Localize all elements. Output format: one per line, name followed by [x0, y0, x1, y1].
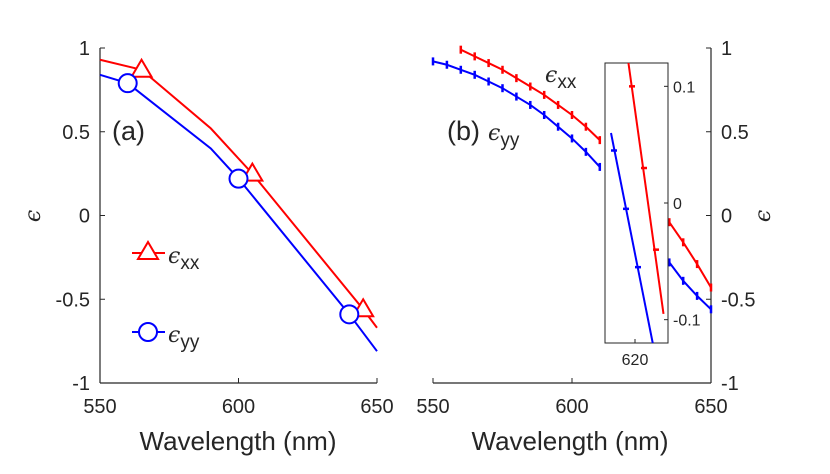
inset-series-line [610, 132, 654, 344]
legend-item-yy: ϵyy [132, 322, 200, 353]
panel-b-label: (b) [447, 116, 480, 146]
data-point-circle [339, 304, 360, 325]
legend-yy-circle-marker [138, 322, 158, 342]
panel-a-ytick-label: -1 [72, 373, 90, 395]
panel-b-annotation-yy: ϵyy [488, 121, 520, 151]
panel-b-inset: 620 0.1 0 -0.1 [604, 62, 701, 369]
panel-b-xlabel: Wavelength (nm) [472, 426, 669, 456]
panel-a-ytick-label: 1 [79, 38, 90, 60]
panel-b-plot-area [433, 48, 711, 383]
panel-b-ytick-label: -1 [721, 373, 739, 395]
panel-b-ylabel: ϵ [751, 210, 776, 222]
inset-frame [604, 62, 669, 344]
inset-ytick-label: 0.1 [673, 79, 695, 96]
panel-a-ytick-label: -0.5 [56, 289, 90, 311]
panel-a-ytick-label: 0 [79, 206, 90, 228]
panel-a: 550 600 650 1 0.5 0 -0.5 -1 (a) Wavelength (nm)… [21, 38, 394, 456]
panel-b-series [431, 45, 713, 314]
legend-yy-label: ϵyy [168, 323, 200, 353]
legend-xx-triangle-marker [136, 240, 160, 260]
panel-a-ticks: 550 600 650 1 0.5 0 -0.5 -1 [56, 38, 394, 418]
inset-ytick-label: -0.1 [673, 313, 701, 330]
panel-b-ytick-label: 1 [721, 38, 732, 60]
panel-a-xtick-label: 600 [222, 396, 255, 418]
panel-b-annotation-xx: ϵxx [545, 63, 577, 93]
panel-b-ytick-label: 0 [721, 206, 732, 228]
inset-ytick-label: 0 [673, 196, 682, 213]
data-point-triangle [129, 57, 154, 78]
data-point-circle [117, 73, 138, 94]
inset-series-line [627, 62, 665, 314]
panel-b-xtick-label: 550 [416, 396, 449, 418]
panel-a-xtick-label: 650 [360, 396, 393, 418]
panel-b-ytick-label: 0.5 [721, 122, 749, 144]
data-point-circle [228, 168, 249, 189]
inset-xtick-label: 620 [622, 352, 649, 369]
panel-b-ticks: 550 600 650 1 0.5 0 -0.5 -1 [416, 38, 755, 418]
panel-a-series [99, 57, 378, 352]
inset-series [610, 62, 665, 344]
panel-b-xtick-label: 650 [694, 396, 727, 418]
panel-b: 550 600 650 1 0.5 0 -0.5 -1 (b) Wavelength (nm)… [416, 38, 776, 456]
legend-xx-label: ϵxx [168, 244, 200, 274]
panel-a-legend: ϵxx ϵyy [132, 240, 200, 353]
series-line [668, 221, 712, 289]
panel-a-ylabel: ϵ [21, 210, 46, 222]
inset-ticks: 620 0.1 0 -0.1 [622, 79, 701, 369]
panel-a-xtick-label: 550 [83, 396, 116, 418]
series-line [668, 261, 712, 311]
panel-a-ytick-label: 0.5 [62, 122, 90, 144]
panel-a-xlabel: Wavelength (nm) [140, 426, 337, 456]
panel-b-ytick-label: -0.5 [721, 289, 755, 311]
panel-a-label: (a) [112, 116, 145, 146]
panel-b-xtick-label: 600 [555, 396, 588, 418]
legend-item-xx: ϵxx [132, 240, 200, 274]
